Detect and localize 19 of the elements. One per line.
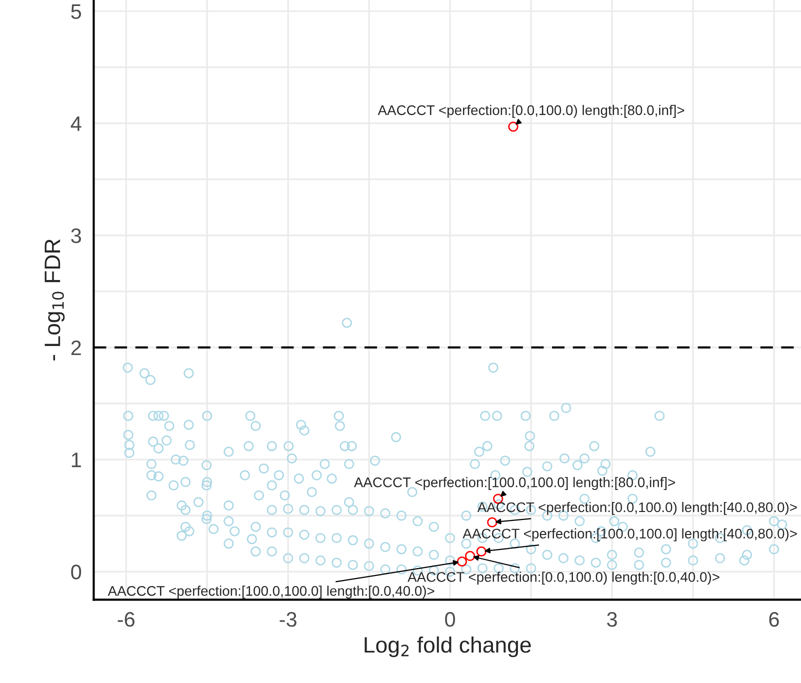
annotation: AACCCT <perfection:[100.0,100.0] length:[0.0,40.0)>	[108, 586, 434, 599]
y-tick-label: 4	[70, 116, 82, 131]
y-tick-label: 1	[72, 452, 81, 468]
y-tick-label: 5	[71, 4, 82, 19]
x-tick-label: -6	[118, 612, 134, 627]
y-axis-title: - Log$_{10}$ FDR	[44, 239, 65, 360]
y-tick-label: 3	[71, 228, 81, 244]
x-tick-label: -3	[280, 612, 296, 627]
y-tick-label: 2	[71, 340, 81, 356]
annotation: AACCCT <perfection:[100.0,100.0] length:[80.0,inf]>	[354, 477, 675, 490]
annotation: AACCCT <perfection:[0.0,100.0) length:[80.0,inf]>	[378, 104, 684, 118]
y-tick-label: 0	[71, 564, 82, 580]
x-tick-label: 0	[445, 612, 456, 627]
x-axis-title: Log$_{2}$ fold change	[364, 636, 531, 658]
annotation: AACCCT <perfection:[100.0,100.0] length:[40.0,80.0)>	[462, 528, 797, 542]
x-tick-label: 3	[607, 612, 617, 627]
x-tick-label: 6	[769, 612, 779, 627]
annotation: AACCCT <perfection:[0.0,100.0) length:[0.0,40.0)>	[408, 572, 720, 585]
annotation: AACCCT <perfection:[0.0,100.0) length:[40.0,80.0)>	[477, 502, 797, 515]
